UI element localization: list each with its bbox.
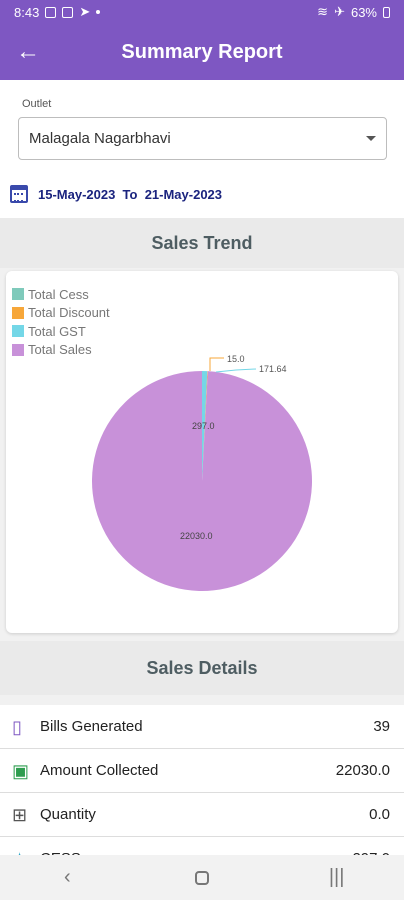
filter-panel: Outlet Malagala Nagarbhavi 15-May-2023 T…: [0, 80, 404, 218]
legend-item: Total GST: [12, 322, 110, 341]
detail-label: Amount Collected: [40, 762, 159, 779]
chevron-left-icon: ‹: [63, 866, 71, 888]
nav-recents-button[interactable]: |||: [307, 858, 367, 898]
image-icon: [45, 6, 57, 18]
pie-slice: [91, 371, 312, 591]
back-button[interactable]: ←: [0, 24, 56, 80]
home-icon: [194, 870, 209, 885]
battery-percent: 63%: [350, 4, 377, 20]
detail-label: Bills Generated: [40, 718, 143, 735]
chevron-down-icon: [366, 136, 376, 141]
recents-icon: |||: [328, 866, 345, 888]
wallet-icon: ▣: [12, 760, 30, 781]
nav-home-button[interactable]: [172, 858, 232, 898]
detail-row: ▯ Bills Generated 39: [0, 705, 404, 749]
pie-data-label: 15.0: [227, 354, 245, 364]
legend-swatch: [12, 288, 24, 301]
detail-value: 22030.0: [335, 762, 390, 779]
legend-item: Total Discount: [12, 304, 110, 323]
wifi-icon: ≋: [317, 4, 329, 19]
arrow-left-icon: ←: [16, 38, 40, 65]
sales-trend-header: Sales Trend: [0, 218, 404, 268]
date-range[interactable]: 15-May-2023 To 21-May-2023: [10, 185, 222, 203]
sales-details-list: ▯ Bills Generated 39 ▣ Amount Collected 22030…: [0, 705, 404, 881]
pie-slice: [202, 371, 208, 481]
legend-label: Total Sales: [28, 342, 92, 358]
receipt-icon: ▯: [12, 716, 22, 737]
pie-label-leader: [215, 368, 257, 373]
pie-slice: [202, 371, 208, 481]
legend-label: Total Cess: [28, 286, 89, 302]
sales-trend-chart: Total Cess Total Discount Total GST Total S…: [6, 271, 398, 633]
legend-item: Total Cess: [12, 285, 110, 304]
chart-legend: Total Cess Total Discount Total GST Total S…: [12, 285, 110, 359]
legend-item: Total Sales: [12, 341, 110, 360]
app-bar: ← Summary Report: [0, 24, 404, 80]
legend-swatch: [12, 343, 24, 356]
airplane-icon: ✈: [334, 4, 345, 19]
notification-dot-icon: [96, 10, 101, 14]
status-bar: 8:43 ➤ ≋ ✈ 63%: [0, 0, 404, 24]
detail-label: Quantity: [40, 806, 96, 823]
calendar-icon: [10, 185, 28, 203]
mail-icon: [62, 6, 74, 18]
pie-label-leader: [209, 357, 224, 371]
pie-data-label: 297.0: [192, 421, 215, 431]
nav-back-button[interactable]: ‹: [37, 858, 97, 898]
system-nav-bar: ‹ |||: [0, 855, 404, 900]
date-range-text: 15-May-2023 To 21-May-2023: [38, 186, 223, 202]
pie-data-label: 171.64: [259, 364, 287, 374]
send-icon: ➤: [79, 4, 91, 19]
battery-icon: [383, 6, 390, 18]
detail-value: 39: [373, 718, 390, 735]
page-title: Summary Report: [121, 40, 283, 63]
pie-chart: 15.0 171.64 297.0 22030.0: [91, 354, 312, 591]
detail-row: ⊞ Quantity 0.0: [0, 793, 404, 837]
legend-label: Total GST: [28, 323, 86, 339]
pie-data-label: 22030.0: [180, 531, 213, 541]
detail-row: ▣ Amount Collected 22030.0: [0, 749, 404, 793]
legend-label: Total Discount: [28, 305, 110, 321]
legend-swatch: [12, 325, 24, 338]
legend-swatch: [12, 306, 24, 319]
outlet-label: Outlet: [22, 98, 52, 110]
grid-icon: ⊞: [12, 804, 28, 825]
status-time: 8:43: [14, 4, 40, 20]
outlet-selected-value: Malagala Nagarbhavi: [29, 130, 171, 147]
detail-value: 0.0: [369, 806, 390, 823]
outlet-dropdown[interactable]: Malagala Nagarbhavi: [18, 117, 387, 160]
sales-details-header: Sales Details: [0, 641, 404, 695]
